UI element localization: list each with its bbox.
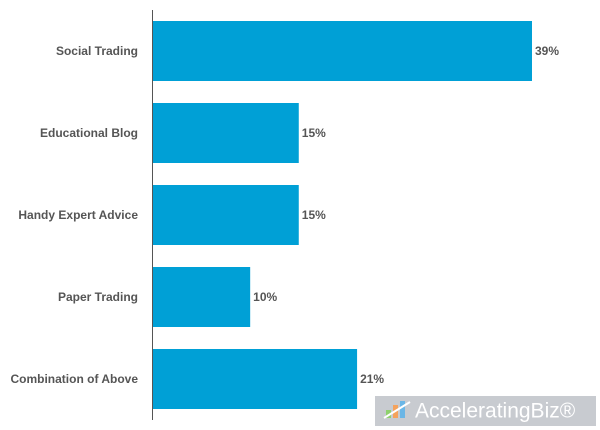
bar <box>153 103 299 163</box>
value-label: 15% <box>302 126 326 140</box>
bar <box>153 349 358 409</box>
watermark: AcceleratingBiz® <box>375 396 596 426</box>
bar <box>153 267 251 327</box>
value-label: 10% <box>253 290 277 304</box>
category-label: Combination of Above <box>10 372 138 386</box>
category-label: Handy Expert Advice <box>18 208 138 222</box>
value-label: 21% <box>360 372 384 386</box>
bar <box>153 21 532 81</box>
value-label: 39% <box>535 44 559 58</box>
category-label: Social Trading <box>56 44 138 58</box>
watermark-box <box>375 396 596 426</box>
category-label: Paper Trading <box>58 290 138 304</box>
category-label: Educational Blog <box>40 126 138 140</box>
logo-bar <box>386 410 391 418</box>
watermark-text: AcceleratingBiz® <box>415 400 576 423</box>
logo-bar <box>400 401 405 418</box>
logo-arrow <box>383 401 411 419</box>
value-label: 15% <box>302 208 326 222</box>
bar <box>153 185 299 245</box>
